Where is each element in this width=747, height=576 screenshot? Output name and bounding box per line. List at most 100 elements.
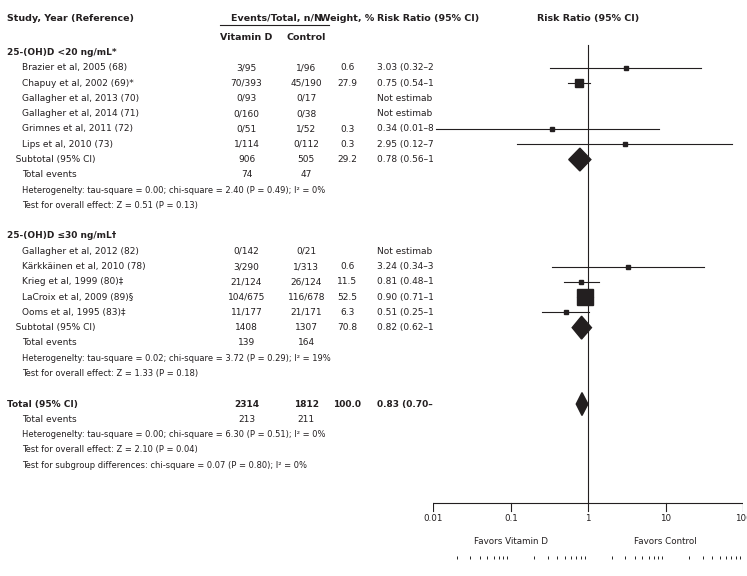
Text: 0.34 (0.01–8.15): 0.34 (0.01–8.15) — [377, 124, 452, 134]
Text: 0.83 (0.70–0.99): 0.83 (0.70–0.99) — [377, 400, 459, 408]
Text: Heterogenelty: tau-square = 0.02; chi-square = 3.72 (P = 0.29); I² = 19%: Heterogenelty: tau-square = 0.02; chi-sq… — [22, 354, 331, 363]
Text: 100.0: 100.0 — [333, 400, 362, 408]
Text: 10: 10 — [660, 514, 672, 523]
Text: 1408: 1408 — [235, 323, 258, 332]
Text: 11/177: 11/177 — [231, 308, 262, 317]
Text: Test for overall effect: Z = 1.33 (P = 0.18): Test for overall effect: Z = 1.33 (P = 0… — [22, 369, 199, 378]
Text: Weight, %: Weight, % — [320, 14, 374, 24]
Text: 139: 139 — [238, 339, 255, 347]
Text: 211: 211 — [298, 415, 314, 424]
Text: Gallagher et al, 2012 (82): Gallagher et al, 2012 (82) — [22, 247, 139, 256]
Text: 26/124: 26/124 — [291, 277, 322, 286]
Text: 0.3: 0.3 — [340, 124, 355, 134]
Text: Test for overall effect: Z = 0.51 (P = 0.13): Test for overall effect: Z = 0.51 (P = 0… — [22, 201, 198, 210]
Text: Chapuy et al, 2002 (69)*: Chapuy et al, 2002 (69)* — [22, 79, 134, 88]
Text: Not estimable: Not estimable — [377, 94, 441, 103]
Text: 0.6: 0.6 — [340, 63, 355, 73]
Text: 0/112: 0/112 — [294, 140, 319, 149]
Text: 104/675: 104/675 — [228, 293, 265, 302]
Text: 505: 505 — [297, 155, 315, 164]
Text: 52.5: 52.5 — [338, 293, 357, 302]
Text: 29.2: 29.2 — [338, 155, 357, 164]
Text: Control: Control — [287, 33, 326, 42]
Text: 0/160: 0/160 — [234, 109, 259, 118]
Text: 11.5: 11.5 — [338, 277, 357, 286]
Text: Favors Vitamin D: Favors Vitamin D — [474, 537, 548, 546]
Text: Not estimable: Not estimable — [377, 109, 441, 118]
Text: Lips et al, 2010 (73): Lips et al, 2010 (73) — [22, 140, 114, 149]
Text: 3.24 (0.34–30.95): 3.24 (0.34–30.95) — [377, 262, 457, 271]
Polygon shape — [576, 393, 588, 415]
Text: 0/142: 0/142 — [234, 247, 259, 256]
Text: 0.3: 0.3 — [340, 140, 355, 149]
Text: Heterogenelty: tau-square = 0.00; chi-square = 6.30 (P = 0.51); I² = 0%: Heterogenelty: tau-square = 0.00; chi-sq… — [22, 430, 326, 439]
Text: Gallagher et al, 2014 (71): Gallagher et al, 2014 (71) — [22, 109, 140, 118]
Text: 0/38: 0/38 — [296, 109, 317, 118]
Text: Test for subgroup differences: chi-square = 0.07 (P = 0.80); I² = 0%: Test for subgroup differences: chi-squar… — [22, 461, 308, 469]
Text: Ooms et al, 1995 (83)‡: Ooms et al, 1995 (83)‡ — [22, 308, 126, 317]
Text: 3.03 (0.32–28.63): 3.03 (0.32–28.63) — [377, 63, 457, 73]
Text: 213: 213 — [238, 415, 255, 424]
Text: Events/Total, n/N: Events/Total, n/N — [231, 14, 322, 24]
Text: Study, Year (Reference): Study, Year (Reference) — [7, 14, 134, 24]
Text: 27.9: 27.9 — [338, 79, 357, 88]
Text: 164: 164 — [298, 339, 314, 347]
Text: 0.90 (0.71–1.15): 0.90 (0.71–1.15) — [377, 293, 452, 302]
Text: 25-(OH)D ≤30 ng/mL†: 25-(OH)D ≤30 ng/mL† — [7, 232, 117, 240]
Text: Not estimable: Not estimable — [377, 247, 441, 256]
Text: 1812: 1812 — [294, 400, 319, 408]
Text: 70/393: 70/393 — [231, 79, 262, 88]
Text: 0.51 (0.25–1.02): 0.51 (0.25–1.02) — [377, 308, 452, 317]
Text: Total events: Total events — [22, 170, 77, 179]
Text: Subtotal (95% CI): Subtotal (95% CI) — [7, 323, 96, 332]
Text: 0/51: 0/51 — [236, 124, 257, 134]
Text: 70.8: 70.8 — [338, 323, 357, 332]
Polygon shape — [572, 316, 592, 339]
Text: 0/93: 0/93 — [236, 94, 257, 103]
Text: Krieg et al, 1999 (80)‡: Krieg et al, 1999 (80)‡ — [22, 277, 124, 286]
Text: Test for overall effect: Z = 2.10 (P = 0.04): Test for overall effect: Z = 2.10 (P = 0… — [22, 445, 198, 454]
Text: 1: 1 — [586, 514, 591, 523]
Text: Subtotal (95% CI): Subtotal (95% CI) — [7, 155, 96, 164]
Text: 2.95 (0.12–71.60): 2.95 (0.12–71.60) — [377, 140, 457, 149]
Text: 3/290: 3/290 — [234, 262, 259, 271]
Text: 6.3: 6.3 — [340, 308, 355, 317]
Text: 1/313: 1/313 — [294, 262, 319, 271]
Text: 25-(OH)D <20 ng/mL*: 25-(OH)D <20 ng/mL* — [7, 48, 117, 57]
Text: 74: 74 — [241, 170, 252, 179]
Text: 3/95: 3/95 — [236, 63, 257, 73]
Text: 21/124: 21/124 — [231, 277, 262, 286]
Text: 47: 47 — [300, 170, 312, 179]
Text: 116/678: 116/678 — [288, 293, 325, 302]
Text: 0/17: 0/17 — [296, 94, 317, 103]
Text: 1/114: 1/114 — [234, 140, 259, 149]
Text: Gallagher et al, 2013 (70): Gallagher et al, 2013 (70) — [22, 94, 140, 103]
Text: 906: 906 — [238, 155, 255, 164]
Text: Total events: Total events — [22, 415, 77, 424]
Text: Grimnes et al, 2011 (72): Grimnes et al, 2011 (72) — [22, 124, 134, 134]
Text: Kärkkäinen et al, 2010 (78): Kärkkäinen et al, 2010 (78) — [22, 262, 146, 271]
Text: 0.78 (0.56–1.08): 0.78 (0.56–1.08) — [377, 155, 452, 164]
Text: Heterogenelty: tau-square = 0.00; chi-square = 2.40 (P = 0.49); I² = 0%: Heterogenelty: tau-square = 0.00; chi-sq… — [22, 185, 326, 195]
Text: Total (95% CI): Total (95% CI) — [7, 400, 78, 408]
Text: 0.81 (0.48–1.36): 0.81 (0.48–1.36) — [377, 277, 452, 286]
Text: 21/171: 21/171 — [291, 308, 322, 317]
Text: LaCroix et al, 2009 (89)§: LaCroix et al, 2009 (89)§ — [22, 293, 134, 302]
Text: Vitamin D: Vitamin D — [220, 33, 273, 42]
Text: Brazier et al, 2005 (68): Brazier et al, 2005 (68) — [22, 63, 128, 73]
Text: 0.6: 0.6 — [340, 262, 355, 271]
Text: 0.82 (0.62–1.10): 0.82 (0.62–1.10) — [377, 323, 452, 332]
Text: 0/21: 0/21 — [297, 247, 316, 256]
Text: Risk Ratio (95% CI): Risk Ratio (95% CI) — [537, 14, 639, 24]
Text: 0.1: 0.1 — [504, 514, 518, 523]
Text: Risk Ratio (95% CI): Risk Ratio (95% CI) — [377, 14, 480, 24]
Text: 1/52: 1/52 — [297, 124, 316, 134]
Text: 45/190: 45/190 — [291, 79, 322, 88]
Text: 0.01: 0.01 — [424, 514, 443, 523]
Text: Favors Control: Favors Control — [634, 537, 697, 546]
Polygon shape — [568, 148, 591, 171]
Text: 0.75 (0.54–1.05): 0.75 (0.54–1.05) — [377, 79, 452, 88]
Text: Total events: Total events — [22, 339, 77, 347]
Text: 1/96: 1/96 — [296, 63, 317, 73]
Text: 100: 100 — [735, 514, 747, 523]
